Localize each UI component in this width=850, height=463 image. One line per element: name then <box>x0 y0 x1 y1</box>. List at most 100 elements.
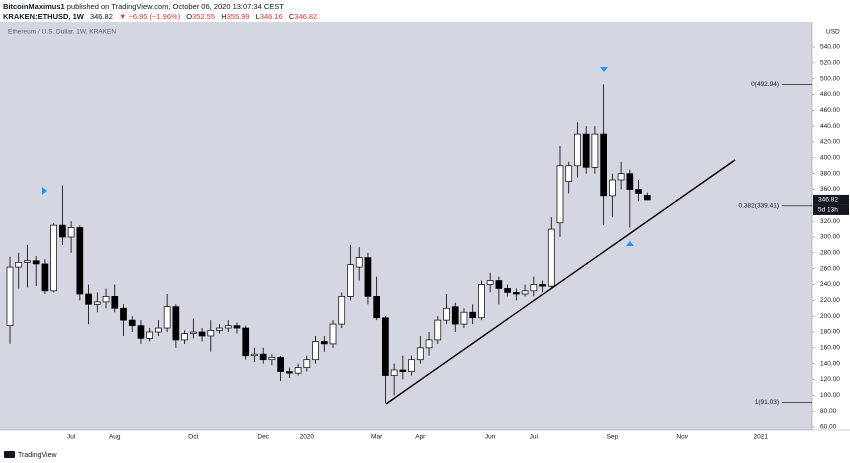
candle-body <box>591 133 599 168</box>
ohlc-label: C <box>288 12 295 21</box>
candle-body <box>635 189 642 194</box>
candle-body <box>521 290 529 295</box>
countdown-label: 5d 13h <box>818 207 838 214</box>
candle-body <box>163 306 171 329</box>
candle-body <box>399 369 407 372</box>
candle-body <box>617 173 625 181</box>
candle-body <box>547 228 555 287</box>
arrow-marker <box>42 187 47 195</box>
chart-title: Ethereum / U.S. Dollar, 1W, KRAKEN <box>8 29 116 36</box>
candle-body <box>382 317 389 376</box>
candle-body <box>189 331 197 334</box>
price-tag-label: 346.82 <box>818 197 838 204</box>
candle-body <box>181 333 188 341</box>
x-tick-label: Jul <box>67 434 76 441</box>
x-tick-label: Apr <box>415 434 426 441</box>
candle-body <box>338 296 346 325</box>
candle-body <box>312 341 319 361</box>
y-tick-label: 220.00 <box>820 297 840 304</box>
level-label: 0.382(339.41) <box>739 203 779 210</box>
symbol: KRAKEN:ETHUSD, 1W <box>3 12 84 21</box>
y-tick-label: 440.00 <box>820 123 840 130</box>
candle-body <box>643 195 651 201</box>
candle-body <box>137 325 145 339</box>
y-tick-label: 320.00 <box>820 218 840 225</box>
candle-body <box>460 311 468 325</box>
ohlc-value: 346.82 <box>294 12 318 21</box>
logo: TradingView <box>4 451 57 459</box>
candle-body <box>582 133 590 168</box>
level-label: 1(91.03) <box>755 399 779 406</box>
candle-body <box>198 331 206 337</box>
candle-body <box>565 165 573 182</box>
candle-body <box>416 347 424 361</box>
level-label: 0(492.94) <box>751 81 779 88</box>
y-tick-label: 400.00 <box>820 155 840 162</box>
candle-body <box>609 179 616 197</box>
candle-body <box>216 327 223 331</box>
candle-body <box>486 280 494 285</box>
y-tick-label: 300.00 <box>820 234 840 241</box>
ohlc-label: L <box>255 12 260 21</box>
ohlc-value: 352.55 <box>192 12 216 21</box>
y-tick-label: 260.00 <box>820 265 840 272</box>
x-tick-label: Jun <box>485 434 496 441</box>
candle-body <box>303 359 311 368</box>
candle-body <box>329 323 337 345</box>
candle-body <box>102 296 110 303</box>
candle-body <box>172 306 180 341</box>
ohlc-value: 346.16 <box>259 12 283 21</box>
candle-body <box>478 284 485 319</box>
ohlc-value: 355.99 <box>226 12 250 21</box>
candle-body <box>207 330 215 337</box>
ohlc-label: O <box>186 12 193 21</box>
y-tick-label: 160.00 <box>820 345 840 352</box>
candle-body <box>294 367 302 374</box>
y-tick-label: 420.00 <box>820 139 840 146</box>
plot-background <box>0 22 812 430</box>
candle-body <box>242 327 250 357</box>
currency: USD <box>826 29 840 36</box>
y-tick-label: 180.00 <box>820 329 840 336</box>
y-tick-label: 380.00 <box>820 170 840 177</box>
candle-body <box>93 301 101 305</box>
y-tick-label: 60.00 <box>820 424 837 431</box>
y-tick-label: 240.00 <box>820 281 840 288</box>
x-tick-label: Aug <box>109 434 121 441</box>
x-tick-label: Dec <box>257 434 269 441</box>
y-tick-label: 500.00 <box>820 75 840 82</box>
candle-body <box>59 224 66 238</box>
candle-body <box>512 292 520 295</box>
y-tick-label: 100.00 <box>820 392 840 399</box>
candle-body <box>120 307 127 321</box>
candle-body <box>539 284 546 287</box>
candle-body <box>443 307 450 321</box>
candle-body <box>355 257 363 268</box>
candle-body <box>286 371 293 374</box>
y-tick-label: 280.00 <box>820 250 840 257</box>
y-tick-label: 480.00 <box>820 91 840 98</box>
y-tick-label: 200.00 <box>820 313 840 320</box>
candle-body <box>574 133 581 167</box>
candle-body <box>268 356 276 361</box>
candle-body <box>364 257 372 297</box>
y-tick-label: 520.00 <box>820 60 840 67</box>
candle-body <box>504 288 511 293</box>
candle-body <box>408 359 415 372</box>
candle-body <box>259 353 267 361</box>
candle-body <box>224 325 232 329</box>
candle-body <box>556 165 564 224</box>
published-text: published on TradingView.com, October 06… <box>66 2 284 11</box>
candle-body <box>24 260 31 263</box>
x-tick-label: Jul <box>530 434 539 441</box>
y-tick-label: 360.00 <box>820 186 840 193</box>
countdown-tag <box>813 204 849 215</box>
publish-line: BitcoinMaximus1 published on TradingView… <box>3 2 284 11</box>
candle-body <box>15 261 23 268</box>
symbol-line: KRAKEN:ETHUSD, 1W 346.82 ▼ −6.95 (−1.96%… <box>3 12 317 21</box>
candle-body <box>50 224 58 292</box>
x-tick-label: Oct <box>188 434 198 441</box>
candle-body <box>373 296 381 319</box>
y-tick-label: 460.00 <box>820 107 840 114</box>
